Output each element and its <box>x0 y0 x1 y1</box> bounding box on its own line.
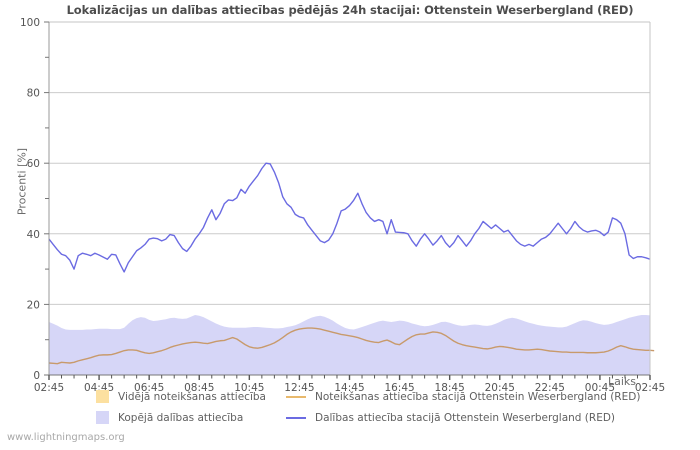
legend-swatch-box <box>96 411 109 424</box>
svg-text:10:45: 10:45 <box>234 382 264 392</box>
svg-text:22:45: 22:45 <box>535 382 565 392</box>
legend-swatch-line <box>286 416 306 419</box>
svg-text:12:45: 12:45 <box>284 382 314 392</box>
legend-label: Kopējā dalības attiecība <box>118 411 244 424</box>
footer-url: www.lightningmaps.org <box>7 432 125 443</box>
gridlines <box>49 21 650 305</box>
svg-text:16:45: 16:45 <box>384 382 414 392</box>
svg-text:60: 60 <box>27 158 40 170</box>
svg-text:40: 40 <box>27 229 40 241</box>
legend-item-total-participation-ratio[interactable]: Kopējā dalības attiecība <box>96 411 286 424</box>
y-axis-ticks: 0 20 40 60 80 100 <box>20 17 49 382</box>
svg-text:14:45: 14:45 <box>334 382 364 392</box>
y-axis-label: Procenti [%] <box>15 147 29 216</box>
svg-text:04:45: 04:45 <box>84 382 114 392</box>
x-axis-label: Laiks <box>608 375 637 388</box>
legend-swatch-line <box>286 395 306 398</box>
svg-text:02:45: 02:45 <box>635 382 665 392</box>
svg-text:00:45: 00:45 <box>585 382 615 392</box>
chart-title: Lokalizācijas un dalības attiecības pēdē… <box>66 3 634 17</box>
svg-text:0: 0 <box>33 370 40 382</box>
svg-text:18:45: 18:45 <box>435 382 465 392</box>
svg-text:20:45: 20:45 <box>485 382 515 392</box>
legend-label: Dalības attiecība stacijā Ottenstein Wes… <box>315 411 616 424</box>
legend-row: Vidējā noteikšanas attiecība Noteikšanas… <box>0 386 700 407</box>
legend-row: Kopējā dalības attiecība Dalības attiecī… <box>0 407 700 428</box>
legend-swatch-box <box>96 390 109 403</box>
svg-text:08:45: 08:45 <box>184 382 214 392</box>
area-series-group <box>49 314 650 375</box>
chart-legend: Vidējā noteikšanas attiecība Noteikšanas… <box>0 386 700 428</box>
plot-area: 0 20 40 60 80 100 02:45 04:45 06:45 08:45 10:45 12… <box>20 17 665 392</box>
x-axis-ticks: 02:45 04:45 06:45 08:45 10:45 12:45 14:45 16:45… <box>34 375 665 392</box>
svg-text:20: 20 <box>27 299 40 311</box>
legend-item-station-detection-ratio[interactable]: Noteikšanas attiecība stacijā Ottenstein… <box>286 391 640 403</box>
legend-label: Vidējā noteikšanas attiecība <box>118 390 266 403</box>
svg-text:02:45: 02:45 <box>34 382 64 392</box>
legend-item-average-detection-ratio[interactable]: Vidējā noteikšanas attiecība <box>96 390 286 403</box>
svg-text:06:45: 06:45 <box>134 382 164 392</box>
legend-label: Noteikšanas attiecība stacijā Ottenstein… <box>315 390 641 403</box>
line-series-group <box>48 162 655 365</box>
legend-item-station-participation-ratio[interactable]: Dalības attiecība stacijā Ottenstein Wes… <box>286 412 615 424</box>
svg-text:100: 100 <box>20 17 40 29</box>
svg-text:80: 80 <box>27 88 40 100</box>
